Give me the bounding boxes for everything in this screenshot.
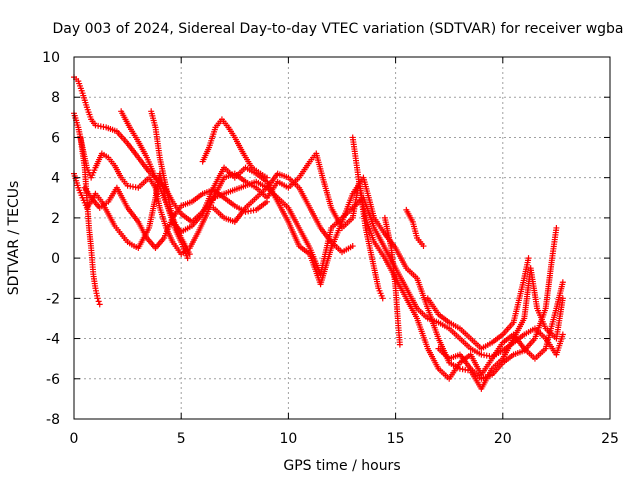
- series-track-8: [199, 116, 270, 181]
- y-tick-label: -8: [46, 412, 60, 428]
- data-point: [559, 331, 566, 338]
- data-point: [379, 295, 386, 302]
- x-tick-label: 0: [70, 431, 79, 447]
- y-tick-label: 0: [51, 251, 60, 267]
- series-track-7: [148, 108, 191, 262]
- tick-labels: 0 5 10 15 20 25 -8 -6 -4 -2 0 2 4 6 8 10: [42, 50, 619, 447]
- y-tick-label: 2: [51, 211, 60, 227]
- plot-frame: [73, 56, 611, 420]
- x-tick-label: 25: [601, 431, 619, 447]
- data-point: [263, 198, 270, 205]
- data-point: [559, 279, 566, 286]
- data-point: [553, 224, 560, 231]
- x-tick-label: 15: [387, 431, 405, 447]
- series-track-10: [349, 134, 386, 302]
- y-tick-label: 10: [42, 50, 60, 66]
- y-axis-label: SDTVAR / TECUs: [6, 181, 22, 296]
- data-point: [96, 301, 103, 308]
- series-track-12: [403, 206, 427, 250]
- y-tick-label: 8: [51, 90, 60, 106]
- data-point: [184, 255, 191, 262]
- data-point: [525, 255, 532, 262]
- series-track-11: [381, 214, 403, 348]
- data-point: [420, 243, 427, 250]
- data-markers: [71, 74, 566, 392]
- data-point: [95, 298, 102, 305]
- x-tick-label: 20: [494, 431, 512, 447]
- data-point: [263, 174, 270, 181]
- series-track-1: [71, 74, 566, 360]
- x-axis-label: GPS time / hours: [283, 458, 400, 474]
- axis-ticks: [73, 56, 611, 420]
- grid-lines: [74, 57, 610, 419]
- y-tick-label: -4: [46, 332, 60, 348]
- x-tick-label: 5: [177, 431, 186, 447]
- series-track-4: [77, 134, 103, 308]
- x-tick-label: 10: [279, 431, 297, 447]
- series-track-9: [210, 170, 356, 256]
- y-tick-label: -6: [46, 372, 60, 388]
- data-point: [396, 341, 403, 348]
- y-tick-label: 4: [51, 171, 60, 187]
- y-tick-label: -2: [46, 291, 60, 307]
- chart-title: Day 003 of 2024, Sidereal Day-to-day VTE…: [52, 21, 623, 37]
- data-point: [559, 295, 566, 302]
- series-track-14: [435, 224, 560, 382]
- series-track-13: [424, 255, 532, 352]
- data-point: [349, 243, 356, 250]
- data-point: [94, 295, 101, 302]
- y-tick-label: 6: [51, 130, 60, 146]
- series-track-2: [71, 110, 566, 382]
